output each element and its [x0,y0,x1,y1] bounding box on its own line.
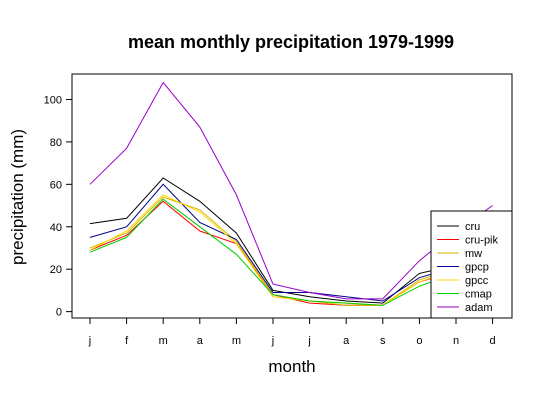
y-tick-label: 80 [50,137,62,149]
x-tick-label: m [232,335,241,347]
series-line-cru [89,177,493,304]
x-tick-label: j [307,335,310,347]
plot-frame [71,73,513,319]
y-axis: 0 20 40 60 80 100 [44,94,72,319]
series-line-cmap [89,198,493,306]
x-tick-label: m [159,335,168,347]
y-tick-label: 40 [50,222,62,234]
chart-title: mean monthly precipitation 1979-1999 [128,32,454,52]
legend-label-mw: mw [465,248,482,260]
y-tick-label: 20 [50,264,62,276]
series-line-adam [89,81,493,300]
x-axis-label: month [268,357,315,376]
x-tick-label: n [453,335,459,347]
series-line-gpcp [89,183,493,302]
y-axis-label: precipitation (mm) [8,129,27,265]
y-tick-label: 0 [56,307,62,319]
x-tick-label: o [416,335,422,347]
y-tick-label: 100 [44,94,62,106]
x-tick-label: a [197,335,204,347]
x-tick-label: f [125,335,129,347]
legend-label-gpcp: gpcp [465,262,489,274]
x-tick-label: d [490,335,496,347]
x-tick-label: s [380,335,386,347]
x-tick-label: j [88,335,91,347]
x-tick-label: a [343,335,350,347]
y-tick-label: 60 [50,179,62,191]
legend-label-adam: adam [465,302,493,314]
legend-label-cru: cru [465,221,480,233]
series-layer [89,81,493,306]
legend-box [430,210,513,319]
series-line-gpcc [89,194,493,306]
legend-label-gpcc: gpcc [465,275,489,287]
x-tick-label: j [271,335,274,347]
legend-label-cmap: cmap [465,289,492,301]
legend-label-cru-pik: cru-pik [465,235,499,247]
